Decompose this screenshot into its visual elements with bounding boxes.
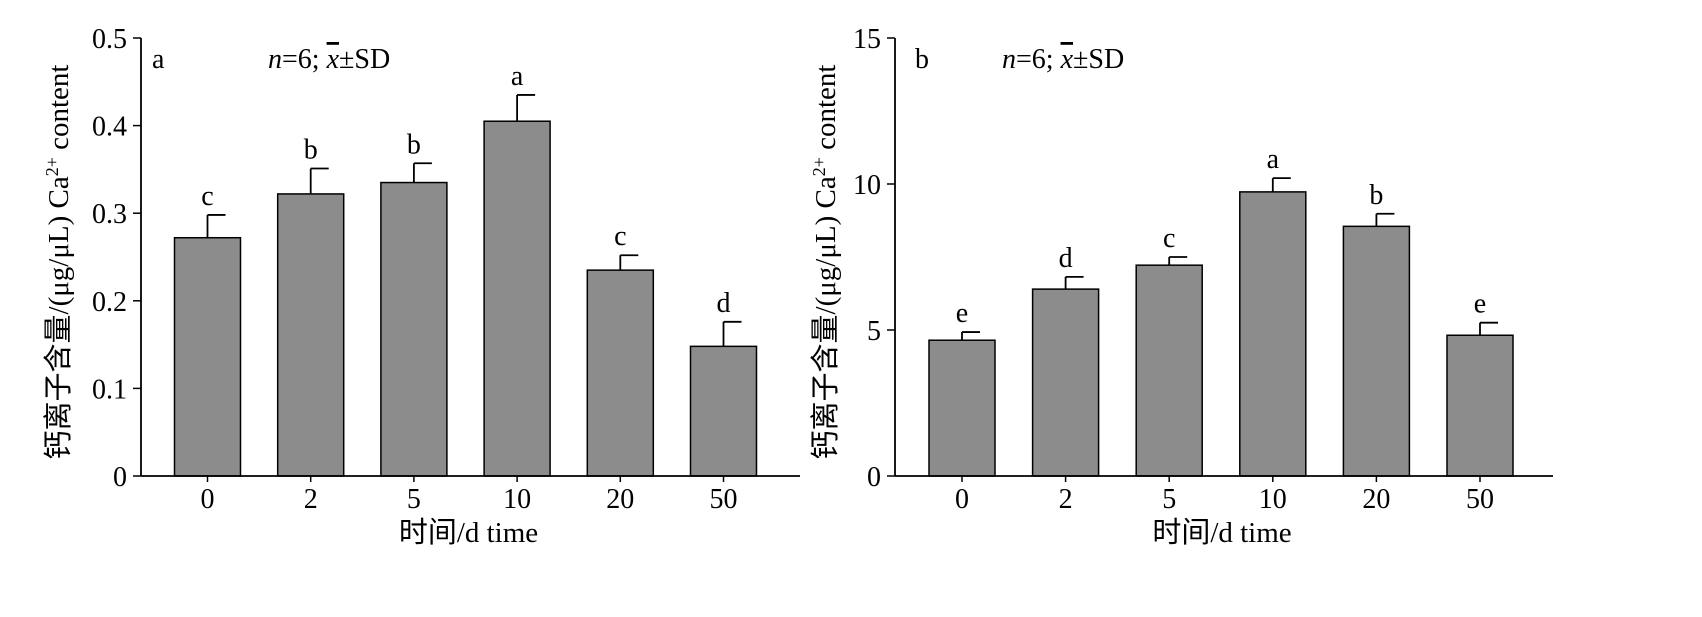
x-tick-label: 10 [1259,484,1287,515]
x-tick-label: 5 [407,484,421,515]
significance-letter: e [956,298,968,329]
y-tick-label: 5 [867,316,881,347]
x-tick-label: 0 [201,484,215,515]
bar [1031,288,1100,477]
x-tick-label: 0 [955,484,969,515]
significance-letter: a [1267,144,1280,175]
annotation-n: n [1002,44,1016,75]
x-tick-label: 10 [503,484,531,515]
bar [928,339,996,477]
y-axis-title: 钙离子含量/(μg/μL) Ca2+ content [809,65,842,460]
bar [1446,334,1514,477]
y-tick-label: 0 [867,462,881,493]
x-tick-label: 50 [1466,484,1494,515]
y-axis-title-main: 钙离子含量/(μg/μL) Ca [42,176,75,459]
bar [380,181,448,477]
annotation-n: n [268,44,282,75]
y-tick-label: 0.4 [92,112,127,143]
bar [276,193,345,477]
y-tick-label: 0.3 [92,199,127,230]
significance-letter: b [407,129,421,160]
chart-panel-a: c 0 b 2 b 5 a 10 c 20 d 50 0 0.1 0.2 0.3 0.4 0.5 时间/d time… [42,24,800,549]
y-axis-title-tail: content [810,65,842,158]
panel-label: b [915,44,929,75]
x-axis-title: 时间/d time [399,516,538,549]
significance-letter: d [717,288,731,319]
bar [173,236,242,477]
stats-annotation: n=6; x±SD [268,44,390,75]
bar [689,345,758,477]
significance-letter: c [1163,223,1175,254]
y-tick-label: 10 [853,170,881,201]
y-axis-title-superscript: 2+ [42,157,62,176]
y-tick-label: 0.5 [92,24,127,55]
x-tick-label: 5 [1162,484,1176,515]
x-axis-title: 时间/d time [1152,516,1291,549]
significance-letter: c [201,181,213,212]
y-axis-title-main: 钙离子含量/(μg/μL) Ca [809,176,842,459]
y-axis-title: 钙离子含量/(μg/μL) Ca2+ content [42,65,75,460]
bar [1239,191,1307,477]
x-tick-label: 50 [710,484,738,515]
bar [483,120,551,477]
bar [1135,264,1203,477]
annotation-sd: ±SD [339,44,390,75]
significance-letter: e [1474,289,1486,320]
annotation-sd: ±SD [1073,44,1124,75]
y-tick-label: 0 [113,462,127,493]
panel-label: a [152,44,165,75]
y-tick-label: 15 [853,24,881,55]
bar [1342,225,1411,477]
annotation-mean: x [326,44,340,75]
annotation-eq: =6; [282,44,327,75]
significance-letter: c [614,221,626,252]
y-axis-title-superscript: 2+ [809,157,829,176]
chart-panel-b: e 0 d 2 c 5 a 10 b 20 e 50 0 5 10 15 时间/d time 钙离子含量/(μg/… [809,24,1553,549]
annotation-eq: =6; [1016,44,1061,75]
y-axis-title-tail: content [43,65,75,158]
x-tick-label: 20 [1362,484,1390,515]
y-tick-label: 0.2 [92,287,127,318]
significance-letter: b [1369,180,1383,211]
x-tick-label: 2 [304,484,318,515]
x-tick-label: 20 [606,484,634,515]
significance-letter: d [1059,243,1073,274]
significance-letter: a [511,61,524,92]
annotation-mean: x [1060,44,1074,75]
x-tick-label: 2 [1059,484,1073,515]
bar [586,269,655,477]
significance-letter: b [304,135,318,166]
stats-annotation: n=6; x±SD [1002,44,1124,75]
y-tick-label: 0.1 [92,374,127,405]
